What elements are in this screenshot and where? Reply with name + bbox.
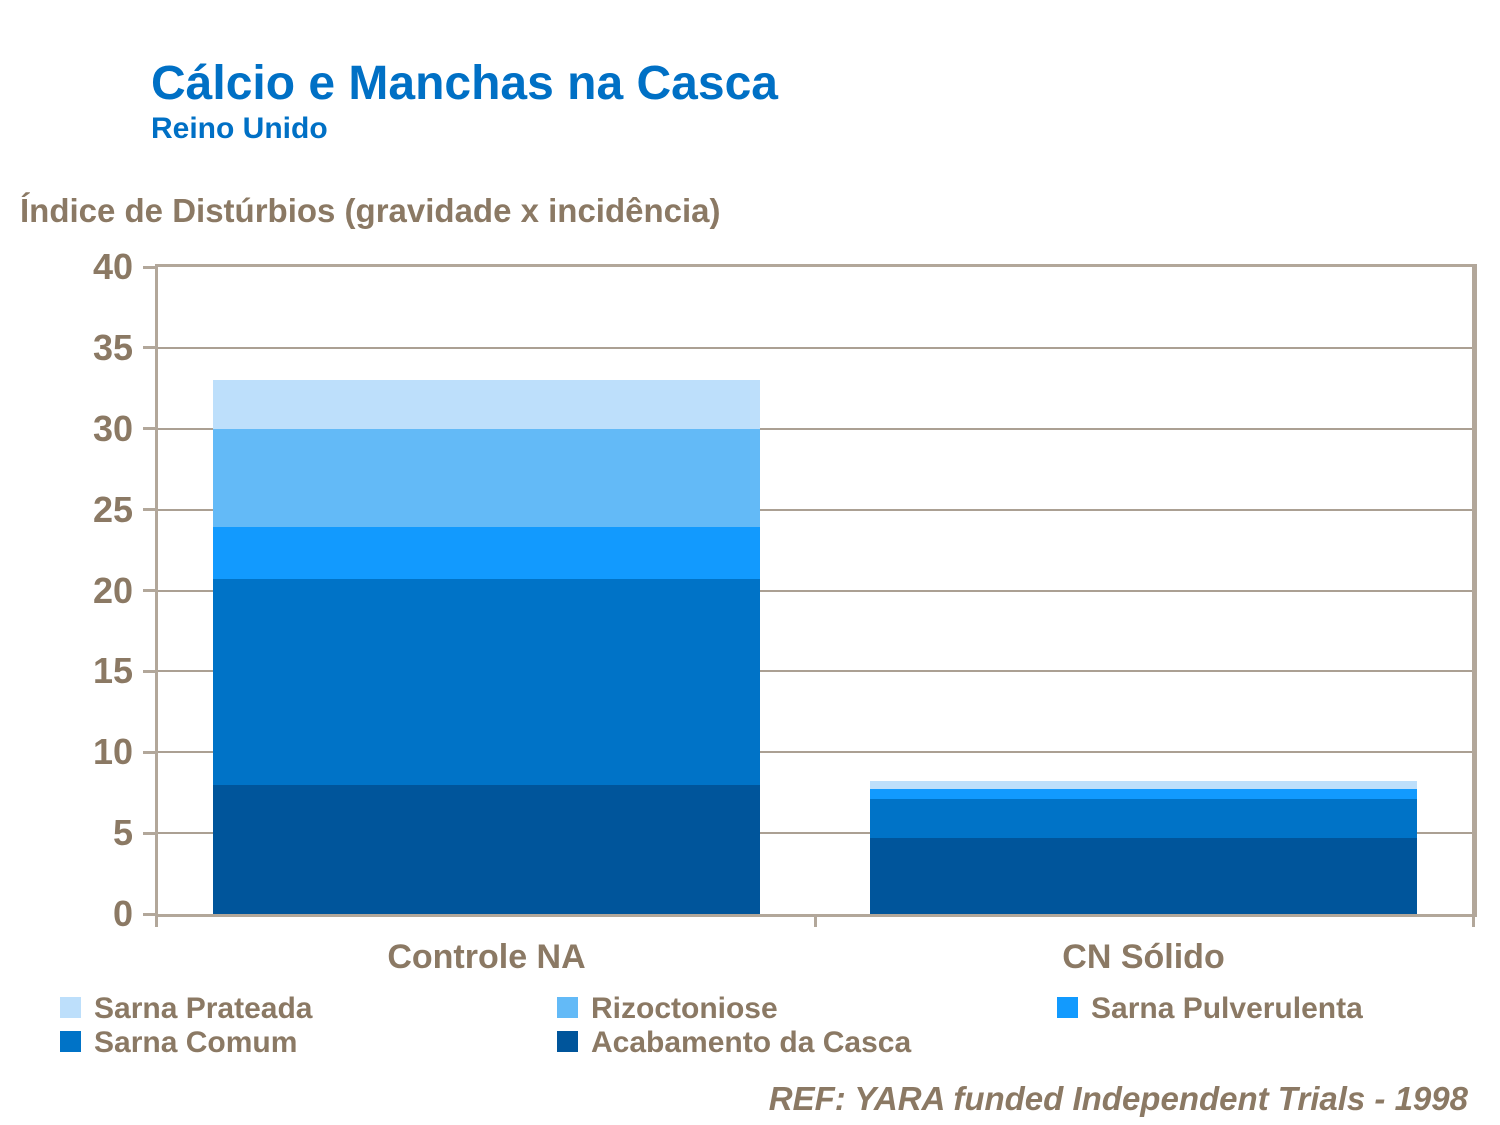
bar-segment-acabamento-da-casca xyxy=(870,837,1417,914)
legend-label: Sarna Comum xyxy=(94,1026,298,1059)
stacked-bar xyxy=(213,267,760,914)
y-tick-label: 40 xyxy=(92,246,133,287)
y-axis-tick xyxy=(143,831,156,835)
gridline xyxy=(158,427,1472,430)
bar-segment-sarna-prateada xyxy=(213,380,760,429)
y-tick-label: 35 xyxy=(92,326,133,368)
gridline xyxy=(158,589,1472,592)
legend-swatch xyxy=(557,1030,578,1052)
gridline xyxy=(158,832,1472,835)
gridline xyxy=(158,346,1472,349)
category-label: Controle NA xyxy=(387,938,586,976)
bar-segment-acabamento-da-casca xyxy=(213,784,760,914)
y-axis-tick xyxy=(143,589,156,592)
y-axis-tick xyxy=(143,346,156,350)
bar-segment-sarna-prateada xyxy=(870,781,1417,790)
x-axis-tick xyxy=(1472,914,1475,927)
y-tick-label: 20 xyxy=(92,569,133,611)
bar-segment-rizoctoniose xyxy=(213,428,760,528)
legend-item: Rizoctoniose xyxy=(557,992,778,1026)
y-axis-tick xyxy=(143,669,156,673)
legend-label: Sarna Pulverulenta xyxy=(1091,992,1363,1025)
y-tick-label: 5 xyxy=(112,812,133,854)
legend-item: Sarna Comum xyxy=(60,1026,297,1060)
legend-swatch xyxy=(1057,996,1078,1018)
y-tick-label: 0 xyxy=(112,893,133,934)
category-label: CN Sólido xyxy=(1062,938,1225,976)
reference-note: REF: YARA funded Independent Trials - 19… xyxy=(768,1080,1468,1117)
stacked-bar xyxy=(870,267,1417,914)
y-tick-label: 15 xyxy=(92,650,133,692)
bar-segment-sarna-comum xyxy=(213,579,760,785)
gridline xyxy=(158,670,1472,673)
y-tick-label: 30 xyxy=(92,407,133,449)
y-tick-label: 10 xyxy=(92,731,133,773)
plot-area xyxy=(143,264,1477,927)
legend-swatch xyxy=(60,996,81,1018)
legend-item: Sarna Pulverulenta xyxy=(1057,992,1363,1026)
y-axis-title: Índice de Distúrbios (gravidade x incidê… xyxy=(20,192,721,229)
legend-label: Acabamento da Casca xyxy=(591,1026,912,1059)
chart-title: Cálcio e Manchas na Casca xyxy=(151,57,778,110)
y-axis-tick xyxy=(143,912,156,916)
legend-label: Sarna Prateada xyxy=(94,992,313,1025)
y-axis-tick xyxy=(143,750,156,754)
x-axis-tick xyxy=(813,914,817,927)
y-axis-tick xyxy=(143,265,156,269)
chart-subtitle: Reino Unido xyxy=(151,112,328,145)
bar-segment-sarna-pulverulenta xyxy=(213,527,760,580)
legend-label: Rizoctoniose xyxy=(591,992,778,1025)
legend-swatch xyxy=(60,1030,81,1052)
legend-item: Sarna Prateada xyxy=(60,992,312,1026)
bar-segment-sarna-comum xyxy=(870,799,1417,838)
y-axis-tick xyxy=(143,508,156,512)
legend-item: Acabamento da Casca xyxy=(557,1026,911,1060)
y-tick-label: 25 xyxy=(92,488,133,530)
gridline xyxy=(158,508,1472,511)
gridline xyxy=(158,751,1472,754)
y-axis-tick xyxy=(143,427,156,431)
legend-swatch xyxy=(557,996,578,1018)
bar-segment-sarna-pulverulenta xyxy=(870,789,1417,800)
x-axis-tick xyxy=(155,914,158,927)
